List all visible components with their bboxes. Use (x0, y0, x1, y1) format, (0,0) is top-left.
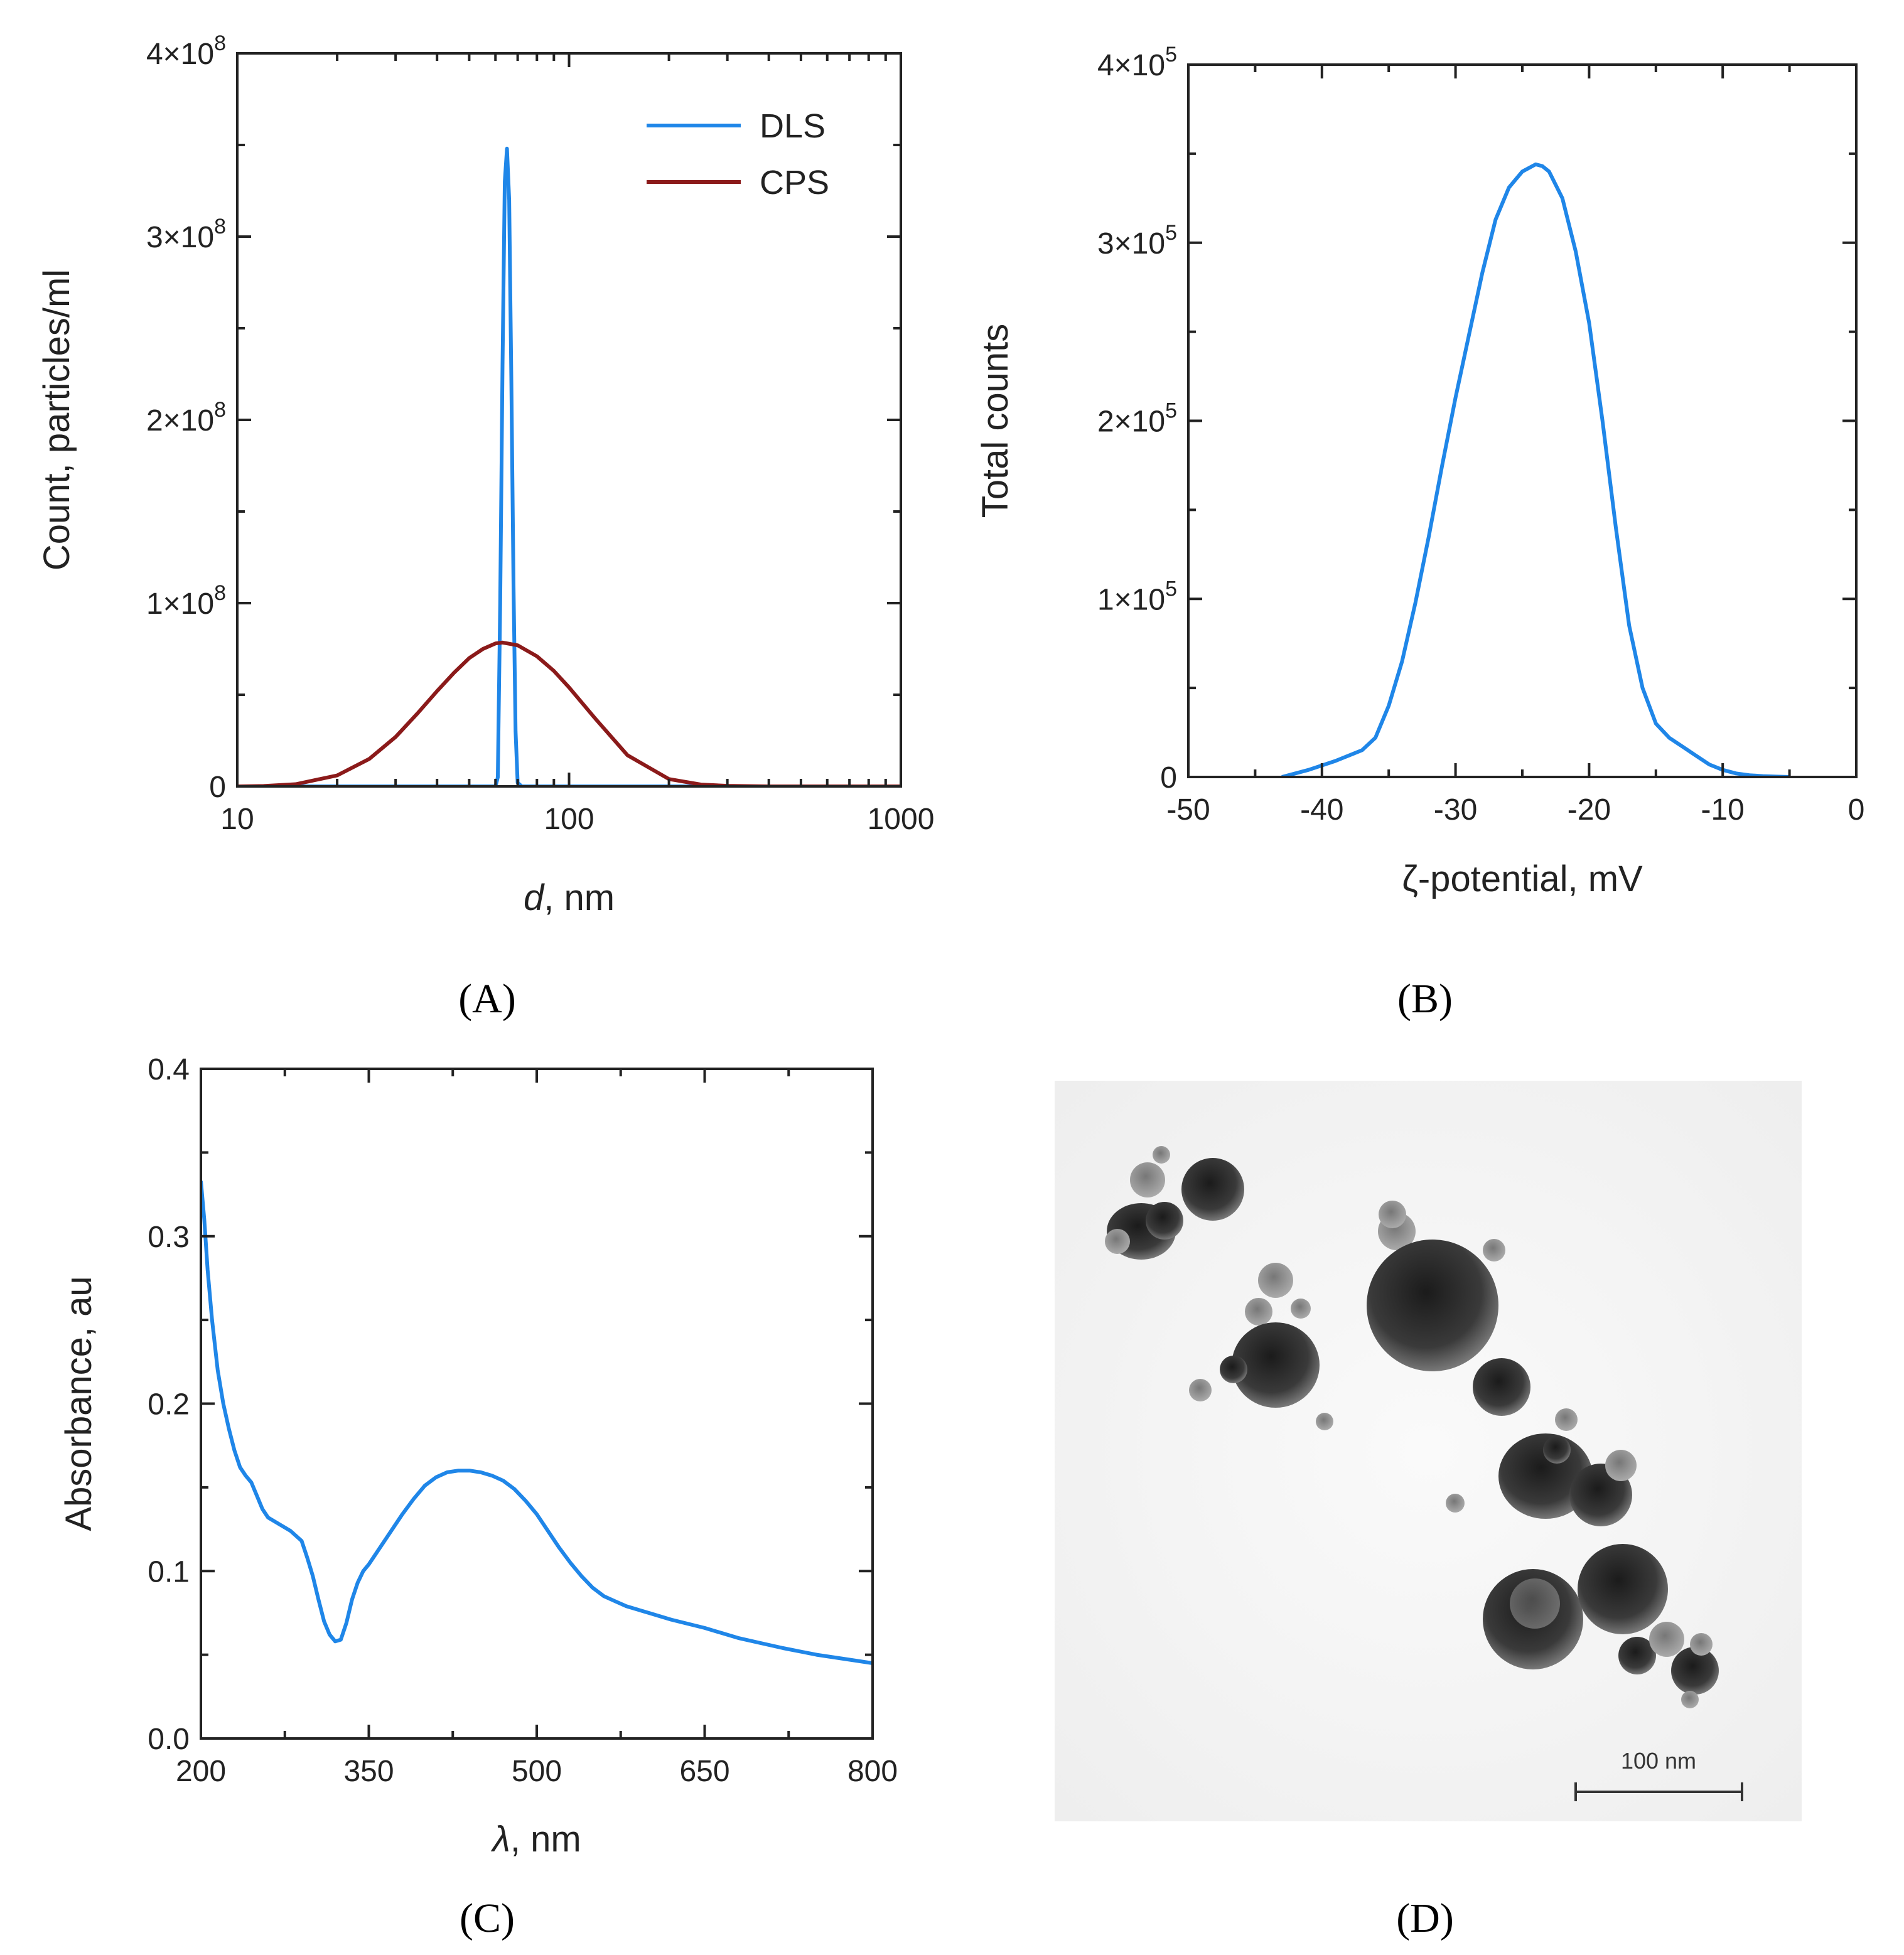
data-series-line (1281, 162, 1790, 777)
y-tick-label: 0.3 (148, 1221, 190, 1254)
legend-label: DLS (760, 107, 826, 145)
x-tick-label: 650 (679, 1755, 729, 1788)
x-tick-label: 500 (512, 1755, 562, 1788)
panel-a-chart: 10 100 1000 0 1×108 2×108 3×108 4×108 d, nm Count… (36, 31, 934, 1022)
dls-series-line (237, 146, 901, 786)
y-tick-label: 4×105 (1097, 43, 1177, 82)
x-axis-title: ζ-potential, mV (1402, 859, 1643, 899)
panel-label: (A) (458, 976, 516, 1022)
x-tick-label: 200 (176, 1755, 226, 1788)
x-tick-label: 800 (847, 1755, 898, 1788)
y-tick-label: 0.4 (148, 1053, 190, 1086)
nanoparticles (1105, 1146, 1719, 1708)
y-tick-label: 0.1 (148, 1555, 190, 1588)
legend: DLS CPS (647, 107, 829, 201)
panel-d-tem-image: 100 nm (D) (1055, 1081, 1802, 1941)
x-tick-label: 100 (544, 803, 594, 836)
scale-bar: 100 nm (1574, 1748, 1743, 1801)
panel-c-chart: 200 350 500 650 800 0.0 0.1 0.2 0.3 0.4 λ, nm Absor… (58, 1053, 898, 1941)
data-series-line (201, 1181, 873, 1665)
y-tick-label: 3×105 (1097, 221, 1177, 260)
x-tick-label: 0 (1848, 793, 1865, 827)
scale-bar-label: 100 nm (1621, 1748, 1696, 1774)
x-tick-label: -50 (1166, 793, 1210, 827)
y-tick-label: 2×108 (146, 398, 226, 437)
y-axis-title: Total counts (975, 324, 1016, 518)
x-tick-label: 1000 (868, 803, 935, 836)
y-tick-label: 0 (209, 771, 226, 804)
x-axis-title: d, nm (524, 877, 615, 918)
y-tick-label: 1×105 (1097, 577, 1177, 616)
panel-label: (C) (460, 1895, 515, 1941)
y-tick-label: 1×108 (146, 581, 226, 621)
tem-background (1055, 1081, 1802, 1821)
x-tick-label: 350 (343, 1755, 394, 1788)
y-axis-title: Count, particles/ml (36, 269, 77, 570)
y-tick-label: 4×108 (146, 31, 226, 71)
y-tick-label: 0.0 (148, 1723, 190, 1756)
y-tick-label: 3×108 (146, 215, 226, 254)
y-tick-label: 0.2 (148, 1388, 190, 1422)
x-tick-label: -20 (1568, 793, 1611, 827)
cps-series-line (237, 640, 901, 786)
legend-label: CPS (760, 164, 829, 201)
x-tick-label: -30 (1434, 793, 1477, 827)
plot-frame (200, 1068, 874, 1740)
y-tick-label: 2×105 (1097, 399, 1177, 439)
x-tick-label: -40 (1300, 793, 1343, 827)
panel-d-label: (D) (1396, 1895, 1454, 1941)
panel-label: (B) (1397, 976, 1453, 1022)
x-axis-title: λ, nm (490, 1819, 581, 1860)
panel-b-chart: -50 -40 -30 -20 -10 0 0 1×105 2×105 3×105 4×105 ζ-p… (975, 43, 1864, 1022)
y-tick-label: 0 (1160, 761, 1177, 795)
x-tick-label: 10 (220, 803, 254, 836)
x-tick-label: -10 (1701, 793, 1745, 827)
y-axis-title: Absorbance, au (58, 1276, 99, 1531)
